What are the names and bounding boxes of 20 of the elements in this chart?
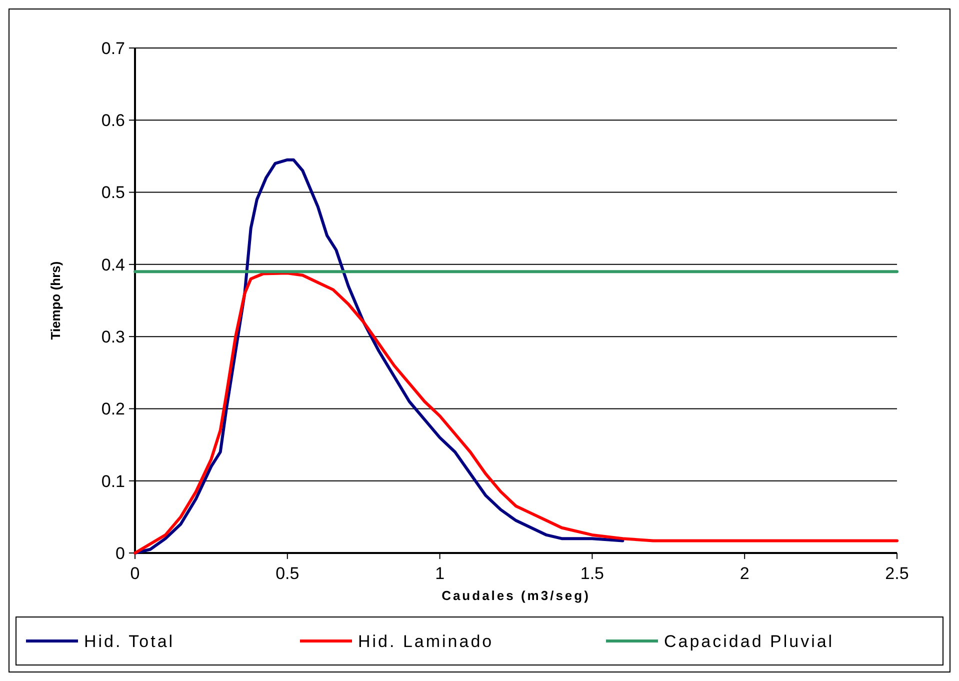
x-tick-label: 1 (435, 564, 445, 583)
x-tick-label: 0 (130, 564, 140, 583)
legend-label: Hid. Total (84, 632, 175, 651)
x-axis-title: Caudales (m3/seg) (442, 588, 590, 603)
y-tick-label: 0.3 (101, 328, 125, 347)
y-tick-label: 0.1 (101, 472, 125, 491)
y-tick-label: 0.5 (101, 183, 125, 202)
y-axis-title: Tiempo (hrs) (48, 261, 63, 340)
legend-label: Capacidad Pluvial (664, 632, 834, 651)
x-tick-label: 2.5 (885, 564, 909, 583)
y-tick-label: 0.6 (101, 111, 125, 130)
y-tick-label: 0.7 (101, 38, 125, 58)
line-series (134, 158, 624, 554)
y-tick-label: 0.4 (101, 255, 125, 274)
y-tick-label: 0.2 (101, 400, 125, 419)
x-tick-label: 0.5 (276, 564, 300, 583)
y-tick-label: 0 (116, 544, 125, 563)
x-tick-label: 2 (740, 564, 750, 583)
x-tick-label: 1.5 (580, 564, 604, 583)
legend-label: Hid. Laminado (358, 632, 494, 651)
